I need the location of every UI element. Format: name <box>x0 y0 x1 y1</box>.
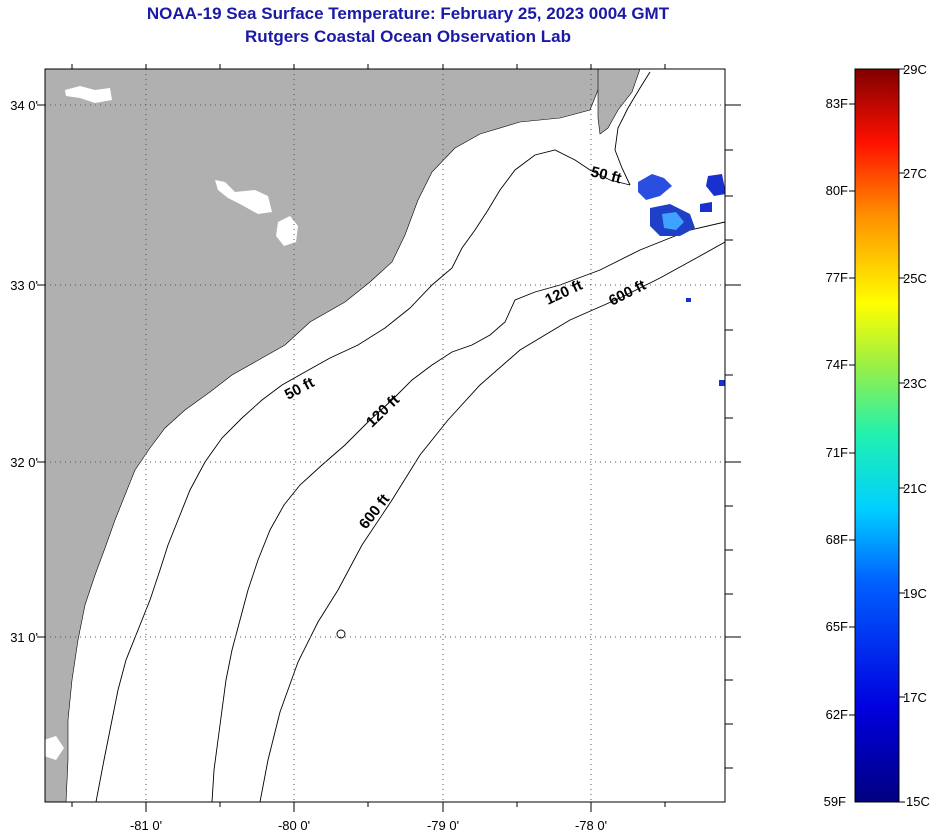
colorbar-c-label: 23C <box>903 376 927 391</box>
lon-label: -80 0' <box>278 818 310 832</box>
sst-patch <box>706 174 725 196</box>
colorbar-f-label: 65F <box>826 619 848 634</box>
colorbar-f-label: 68F <box>826 532 848 547</box>
map-title: NOAA-19 Sea Surface Temperature: Februar… <box>146 4 670 23</box>
land-outer-banks <box>597 69 641 135</box>
colorbar-c-label: 19C <box>903 586 927 601</box>
sst-patch-warm <box>662 212 684 230</box>
contour-50ft-north <box>614 71 651 186</box>
inland-water <box>45 736 64 760</box>
sst-patch <box>638 174 672 200</box>
colorbar-f-label: 71F <box>826 445 848 460</box>
land-mass <box>45 69 601 802</box>
colorbar-c-label: 27C <box>903 166 927 181</box>
map-frame <box>44 68 726 803</box>
map-area: 50 ft 50 ft 120 ft 120 ft 600 ft 600 ft <box>45 69 725 802</box>
inland-water <box>215 180 272 214</box>
sst-patch <box>686 298 691 302</box>
colorbar-c-label: 25C <box>903 271 927 286</box>
lat-label: 33 0' <box>10 278 38 293</box>
colorbar-ticks <box>849 68 905 803</box>
frame-ticks <box>37 64 741 812</box>
colorbar-c-label: 17C <box>903 690 927 705</box>
colorbar-c-label: 15C <box>906 794 930 809</box>
colorbar-f-label: 59F <box>824 794 846 809</box>
graticule <box>45 69 725 802</box>
inland-water <box>276 216 298 246</box>
contour-600ft-ring <box>336 629 346 639</box>
inland-water <box>65 86 112 103</box>
contour-label: 50 ft <box>589 163 623 187</box>
lon-label: -81 0' <box>130 818 162 832</box>
lat-label: 32 0' <box>10 455 38 470</box>
colorbar-f-label: 62F <box>826 707 848 722</box>
colorbar-c-label: 21C <box>903 481 927 496</box>
colorbar-gradient <box>854 68 900 803</box>
map-subtitle: Rutgers Coastal Ocean Observation Lab <box>245 27 571 46</box>
lat-label: 31 0' <box>10 630 38 645</box>
colorbar-c-label: 29C <box>903 62 927 77</box>
colorbar-f-label: 77F <box>826 270 848 285</box>
sst-patch <box>719 380 725 386</box>
contour-600ft <box>259 241 725 802</box>
sst-patch <box>700 202 712 212</box>
colorbar-f-label: 74F <box>826 357 848 372</box>
colorbar-f-label: 80F <box>826 183 848 198</box>
contour-120ft <box>211 221 725 802</box>
colorbar: 83F 80F 77F 74F 71F 68F 65F 62F 59F 29C … <box>824 62 930 809</box>
colorbar-f-label: 83F <box>826 96 848 111</box>
lon-label: -79 0' <box>427 818 459 832</box>
lon-label: -78 0' <box>575 818 607 832</box>
contour-50ft <box>95 149 631 802</box>
lat-label: 34 0' <box>10 98 38 113</box>
